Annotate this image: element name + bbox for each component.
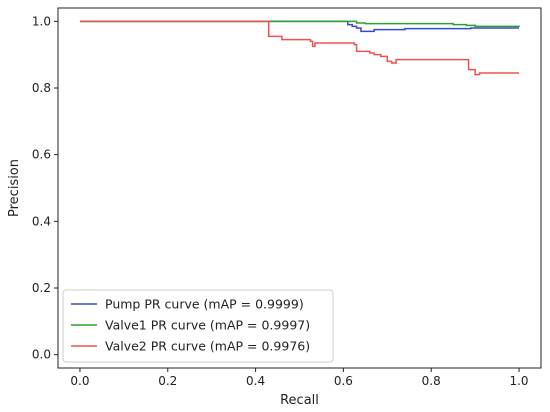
x-tick-label: 0.4 xyxy=(246,374,265,388)
x-tick-label: 0.0 xyxy=(70,374,89,388)
y-tick-label: 0.0 xyxy=(32,348,51,362)
plot-area xyxy=(57,7,542,369)
series-layer xyxy=(79,20,520,76)
ticks-layer: 0.0 0.2 0.4 0.6 0.8 1.0 0.0 0.2 0.4 0.6 0.8 1.0 xyxy=(32,14,529,388)
legend-entry: Valve1 PR curve (mAP = 0.9997) xyxy=(105,318,310,333)
y-tick-label: 0.6 xyxy=(32,148,51,162)
x-tick-label: 0.2 xyxy=(158,374,177,388)
x-tick-label: 0.6 xyxy=(334,374,353,388)
y-tick-label: 0.4 xyxy=(32,214,51,228)
x-tick-label: 0.8 xyxy=(422,374,441,388)
y-tick-label: 0.8 xyxy=(32,81,51,95)
legend-entry: Valve2 PR curve (mAP = 0.9976) xyxy=(105,339,310,354)
legend-entry: Pump PR curve (mAP = 0.9999) xyxy=(105,297,304,312)
y-tick-label: 1.0 xyxy=(32,14,51,28)
y-axis-label: Precision xyxy=(7,159,22,217)
series-line-2 xyxy=(79,20,520,76)
legend: Pump PR curve (mAP = 0.9999) Valve1 PR cu… xyxy=(62,289,334,363)
legend-frame xyxy=(62,289,334,363)
x-axis-label: Recall xyxy=(280,393,319,408)
y-tick-label: 0.2 xyxy=(32,281,51,295)
series-line-0 xyxy=(79,20,520,33)
x-tick-label: 1.0 xyxy=(509,374,528,388)
series-line-1 xyxy=(79,20,520,28)
